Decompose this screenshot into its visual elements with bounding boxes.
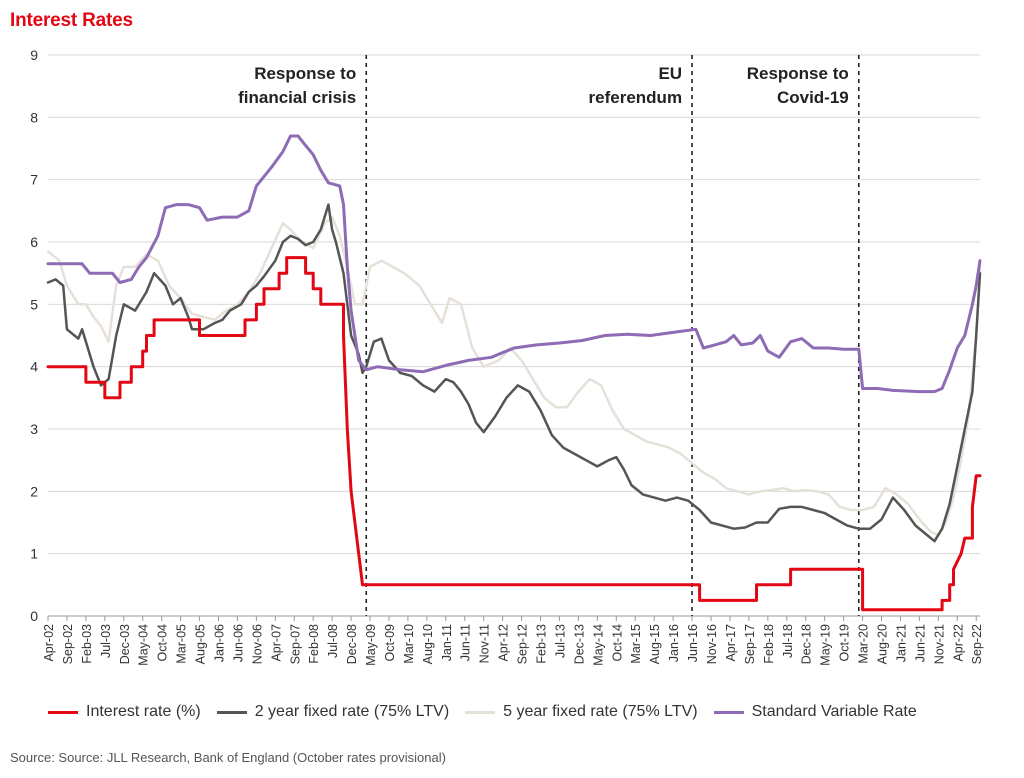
x-tick-label: Aug-10 xyxy=(421,624,435,664)
x-tick-label: Jun-16 xyxy=(686,624,700,662)
gridlines xyxy=(48,54,980,617)
x-tick-label: Oct-14 xyxy=(610,624,624,662)
x-tick-label: Apr-17 xyxy=(724,624,738,662)
x-tick-label: Sep-22 xyxy=(970,624,984,664)
legend-item: 5 year fixed rate (75% LTV) xyxy=(465,703,698,721)
legend: Interest rate (%) 2 year fixed rate (75% … xyxy=(48,703,933,721)
x-tick-label: Jun-11 xyxy=(459,624,473,661)
x-tick-label: Jun-06 xyxy=(231,624,245,662)
y-tick-label: 2 xyxy=(30,483,38,499)
x-tick-label: Sep-12 xyxy=(516,624,530,664)
y-tick-label: 1 xyxy=(30,546,38,562)
series-line-2 xyxy=(46,203,982,543)
source-note: Source: Source: JLL Research, Bank of En… xyxy=(10,750,446,765)
x-tick-label: Nov-11 xyxy=(478,624,492,663)
x-tick-label: Feb-08 xyxy=(307,624,321,664)
y-tick-label: 5 xyxy=(30,296,38,312)
x-tick-label: Oct-04 xyxy=(156,624,170,662)
annotation-label: Response to xyxy=(254,64,356,83)
y-tick-label: 6 xyxy=(30,234,38,250)
y-tick-label: 4 xyxy=(30,359,38,375)
x-tick-label: May-14 xyxy=(591,624,605,666)
legend-swatch xyxy=(48,710,78,714)
x-tick-label: Mar-20 xyxy=(857,624,871,664)
x-tick-label: Apr-12 xyxy=(497,624,511,662)
annotation-label: Covid-19 xyxy=(777,88,849,107)
x-tick-label: Sep-02 xyxy=(61,624,75,664)
x-tick-label: Mar-15 xyxy=(629,624,643,664)
x-tick-label: Jul-18 xyxy=(781,624,795,658)
legend-item: 2 year fixed rate (75% LTV) xyxy=(216,703,450,721)
x-tick-label: Sep-07 xyxy=(288,624,302,664)
legend-swatch xyxy=(216,710,247,714)
x-tick-label: May-04 xyxy=(137,624,151,666)
x-tick-label: May-19 xyxy=(819,624,833,666)
y-axis: 0 1 2 3 4 5 6 7 8 9 xyxy=(30,47,38,624)
x-tick-label: Apr-02 xyxy=(42,624,56,662)
series-lines xyxy=(46,134,982,612)
x-tick-label: Feb-18 xyxy=(762,624,776,664)
annotations: Response to financial crisis EU referendum R… xyxy=(238,55,860,616)
x-tick-label: Dec-18 xyxy=(800,624,814,664)
series-line-1 xyxy=(46,256,982,612)
x-tick-label: Jan-11 xyxy=(440,624,454,661)
x-tick-label: Nov-16 xyxy=(705,624,719,664)
x-tick-label: Apr-22 xyxy=(951,624,965,662)
legend-swatch xyxy=(713,710,744,714)
x-tick-label: Jun-21 xyxy=(913,624,927,662)
legend-swatch xyxy=(465,710,496,714)
x-tick-label: Apr-07 xyxy=(269,624,283,662)
annotation-label: EU xyxy=(658,64,682,83)
x-tick-label: Dec-13 xyxy=(572,624,586,664)
x-tick-label: Jan-21 xyxy=(894,624,908,662)
x-tick-label: Mar-05 xyxy=(175,624,189,664)
x-tick-label: May-09 xyxy=(364,624,378,666)
x-tick-label: Dec-03 xyxy=(118,624,132,664)
x-tick-label: Aug-15 xyxy=(648,624,662,664)
legend-label: Interest rate (%) xyxy=(86,703,201,720)
legend-item: Interest rate (%) xyxy=(48,703,201,721)
x-tick-label: Dec-08 xyxy=(345,624,359,664)
y-tick-label: 7 xyxy=(30,172,38,188)
legend-item: Standard Variable Rate xyxy=(713,703,917,721)
x-tick-label: Jul-08 xyxy=(326,624,340,658)
x-tick-label: Jul-13 xyxy=(553,624,567,658)
x-tick-label: Jul-03 xyxy=(99,624,113,658)
x-tick-label: Jan-06 xyxy=(212,624,226,662)
x-tick-label: Sep-17 xyxy=(743,624,757,664)
series-line-4 xyxy=(46,134,982,394)
y-tick-label: 9 xyxy=(30,47,38,63)
x-tick-label: Oct-09 xyxy=(383,624,397,662)
annotation-label: financial crisis xyxy=(238,88,356,107)
x-tick-label: Nov-06 xyxy=(250,624,264,664)
legend-label: Standard Variable Rate xyxy=(751,703,917,720)
y-tick-label: 0 xyxy=(30,608,38,624)
x-tick-label: Jan-16 xyxy=(667,624,681,662)
x-tick-label: Mar-10 xyxy=(402,624,416,664)
x-tick-label: Oct-19 xyxy=(838,624,852,662)
annotation-label: referendum xyxy=(589,88,683,107)
series-line-3 xyxy=(46,215,982,537)
chart-title: Interest Rates xyxy=(10,10,133,31)
x-axis: Apr-02 Sep-02 Feb-03 Jul-03 Dec-03 May-04 Oct-… xyxy=(42,616,984,666)
x-tick-label: Aug-20 xyxy=(875,624,889,664)
legend-label: 5 year fixed rate (75% LTV) xyxy=(503,703,698,720)
x-tick-label: Nov-21 xyxy=(932,624,946,664)
line-chart: 0 1 2 3 4 5 6 7 8 9 Apr-02 Sep-02 Feb-03 Jul-03 Dec-0… xyxy=(30,47,984,666)
x-tick-label: Feb-03 xyxy=(80,624,94,664)
y-tick-label: 3 xyxy=(30,421,38,437)
y-tick-label: 8 xyxy=(30,109,38,125)
x-tick-label: Aug-05 xyxy=(194,624,208,664)
x-tick-label: Feb-13 xyxy=(535,624,549,664)
legend-label: 2 year fixed rate (75% LTV) xyxy=(254,703,450,720)
annotation-label: Response to xyxy=(747,64,849,83)
